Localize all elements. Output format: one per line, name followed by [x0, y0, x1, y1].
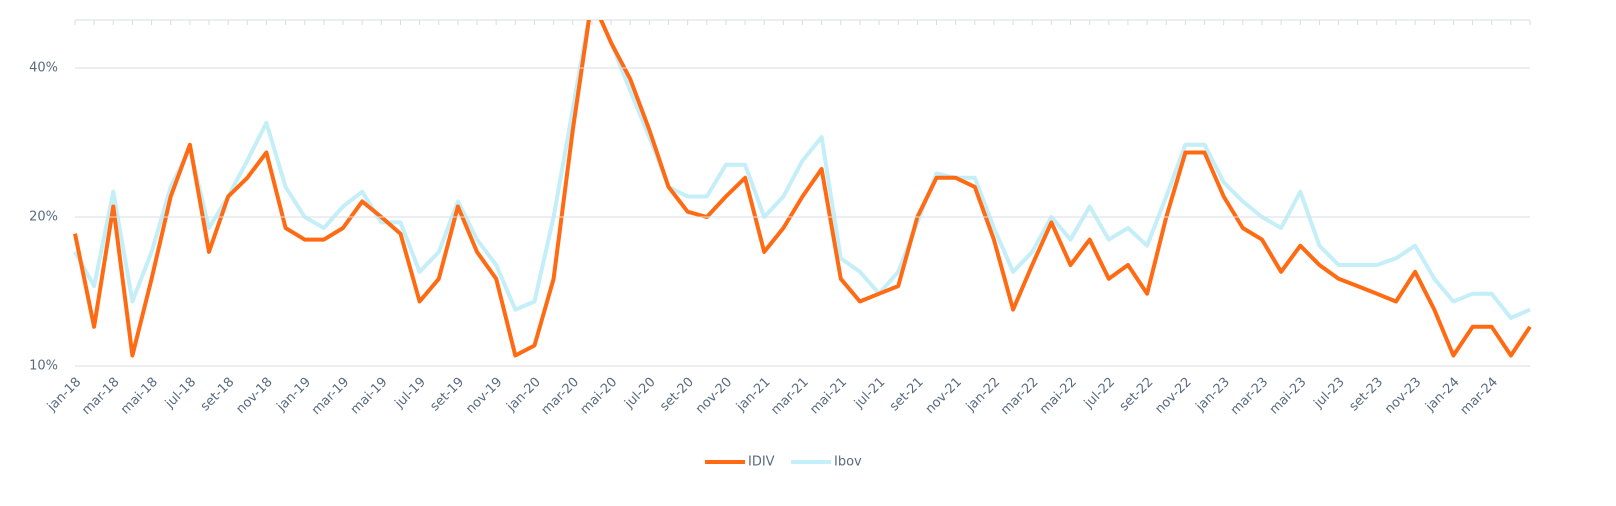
plot-area — [73, 20, 1532, 358]
x-tick-label: jul-21 — [851, 375, 888, 412]
x-tick-label: nov-19 — [463, 375, 505, 417]
y-tick-label: 10% — [29, 359, 58, 374]
x-tick-label: set-20 — [657, 375, 697, 415]
legend-label: IDIV — [748, 455, 775, 470]
x-tick-label: nov-18 — [233, 375, 275, 417]
x-tick-label: mar-22 — [998, 375, 1041, 418]
x-tick-label: mar-18 — [79, 375, 122, 418]
x-tick-label: mai-23 — [1267, 375, 1310, 418]
x-tick-label: nov-22 — [1152, 375, 1194, 417]
x-tick-label: jan-23 — [1193, 375, 1233, 415]
x-tick-label: mai-21 — [807, 375, 850, 418]
x-tick-label: jul-23 — [1311, 375, 1348, 412]
x-tick-label: set-18 — [198, 375, 238, 415]
x-tick-label: jul-20 — [621, 375, 658, 412]
x-tick-label: jan-20 — [503, 375, 543, 415]
legend-label: Ibov — [834, 455, 862, 470]
x-tick-label: jul-19 — [392, 375, 429, 412]
x-tick-label: jan-24 — [1422, 375, 1462, 415]
x-tick-label: set-22 — [1117, 375, 1157, 415]
x-tick-label: jan-18 — [44, 375, 84, 415]
x-tick-label: mar-20 — [539, 375, 582, 418]
x-tick-label: mar-24 — [1458, 375, 1501, 418]
x-tick-label: nov-21 — [923, 375, 965, 417]
x-tick-label: mar-23 — [1228, 375, 1271, 418]
y-tick-label: 20% — [29, 209, 58, 224]
x-tick-label: set-21 — [887, 375, 927, 415]
x-tick-label: jul-18 — [162, 375, 199, 412]
x-tick-label: jul-22 — [1081, 375, 1118, 412]
x-tick-label: mai-20 — [578, 375, 621, 418]
x-tick-label: mar-21 — [768, 375, 811, 418]
x-tick-label: mai-22 — [1037, 375, 1080, 418]
y-tick-label: 40% — [29, 60, 58, 75]
x-tick-label: mar-19 — [309, 375, 352, 418]
x-tick-label: set-19 — [428, 375, 468, 415]
series-line — [73, 20, 1532, 358]
x-tick-label: mai-18 — [118, 375, 161, 418]
x-tick-label: set-23 — [1346, 375, 1386, 415]
x-tick-label: jan-22 — [963, 375, 1003, 415]
series-line — [73, 20, 1531, 320]
x-tick-label: nov-23 — [1382, 375, 1424, 417]
x-tick-label: nov-20 — [693, 375, 735, 417]
x-tick-label: mai-19 — [348, 375, 391, 418]
x-tick-label: jan-21 — [733, 375, 773, 415]
x-tick-label: jan-19 — [274, 375, 314, 415]
